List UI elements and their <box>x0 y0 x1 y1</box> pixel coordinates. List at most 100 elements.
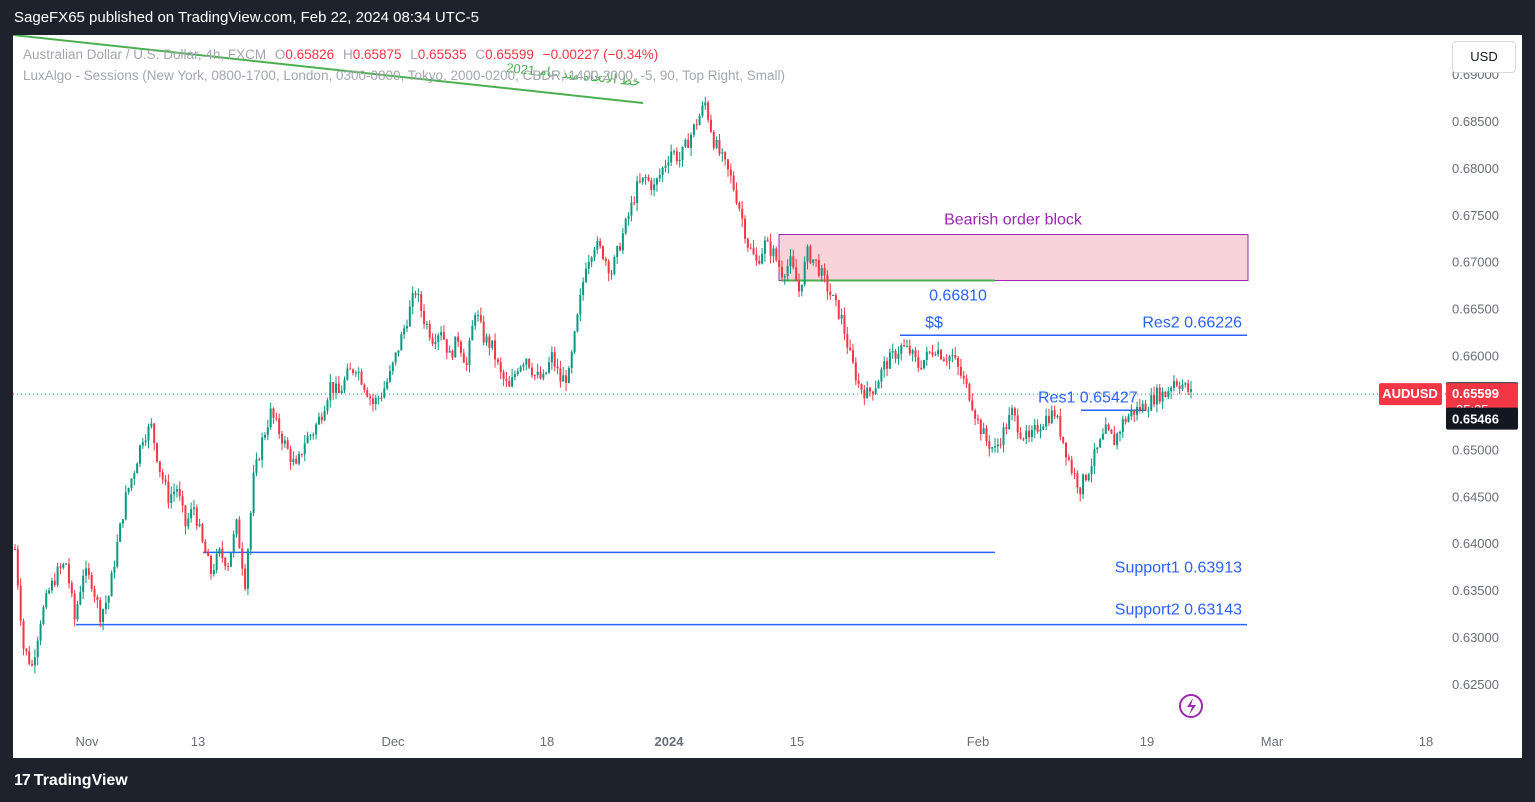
candle-body <box>1079 487 1082 495</box>
candle-body <box>388 371 391 382</box>
res2-label: Res2 0.66226 <box>1142 314 1242 331</box>
candle-body <box>755 254 758 261</box>
candle-body <box>1019 432 1022 439</box>
candle-body <box>905 346 908 348</box>
candle-body <box>536 371 539 376</box>
candle-body <box>201 524 204 542</box>
candle-body <box>16 549 19 586</box>
candle-body <box>1062 436 1065 443</box>
candle-body <box>982 428 985 434</box>
candle-body <box>800 284 803 292</box>
candle-body <box>1167 391 1170 397</box>
candle-body <box>1172 381 1175 389</box>
candle-body <box>718 140 721 154</box>
candle-body <box>886 361 889 369</box>
candle-body <box>300 453 303 455</box>
candle-body <box>1030 429 1033 438</box>
time-axis[interactable] <box>13 730 1522 758</box>
candle-body <box>761 253 764 264</box>
currency-button[interactable]: USD <box>1452 41 1516 73</box>
price-tick-label: 0.63000 <box>1452 630 1499 645</box>
candle-body <box>22 620 25 649</box>
candle-body <box>334 383 337 393</box>
price-tick-label: 0.64500 <box>1452 489 1499 504</box>
candle-body <box>627 215 630 219</box>
candle-body <box>829 291 832 296</box>
trend-line[interactable] <box>13 35 644 104</box>
legend-symbol: Australian Dollar / U.S. Dollar, 4h, FXC… <box>23 47 267 62</box>
candle-body <box>1150 394 1153 411</box>
candle-body <box>488 336 491 348</box>
candle-body <box>562 375 565 382</box>
candle-body <box>798 281 800 292</box>
candle-body <box>1076 473 1079 488</box>
tradingview-logo[interactable]: 17 TradingView <box>14 772 128 790</box>
bearish-order-block[interactable] <box>778 234 1249 282</box>
candle-body <box>59 566 62 568</box>
time-tick-label: Feb <box>967 734 989 749</box>
candle-body <box>974 410 977 419</box>
candle-body <box>309 435 312 437</box>
legend-high-label: H <box>342 47 353 62</box>
candle-body <box>25 648 28 652</box>
candle-body <box>360 371 363 385</box>
candle-body <box>28 651 31 664</box>
candle-body <box>255 459 258 473</box>
candle-body <box>411 293 414 307</box>
lightning-bolt-icon <box>1187 698 1196 715</box>
candle-body <box>647 177 650 181</box>
candle-body <box>306 436 309 444</box>
candle-body <box>494 340 497 360</box>
candle-body <box>337 383 340 394</box>
price-tick-label: 0.64000 <box>1452 536 1499 551</box>
chart-panel[interactable]: Australian Dollar / U.S. Dollar, 4h, FXC… <box>13 35 1522 758</box>
candle-body <box>815 259 818 261</box>
candle-body <box>641 177 644 182</box>
candle-body <box>289 448 292 462</box>
candle-body <box>968 383 971 401</box>
candle-body <box>1124 419 1127 422</box>
candle-body <box>548 362 551 373</box>
candle-body <box>869 387 872 392</box>
candle-body <box>746 238 749 248</box>
candle-body <box>275 417 278 419</box>
candle-body <box>127 487 130 493</box>
candle-body <box>491 340 494 348</box>
candle-body <box>903 345 906 347</box>
candle-body <box>1087 474 1090 481</box>
candle-body <box>87 568 90 575</box>
candle-body <box>119 523 122 542</box>
candle-body <box>210 556 212 575</box>
lightning-icon[interactable] <box>1179 694 1203 718</box>
candle-body <box>431 337 434 344</box>
candle-body <box>832 294 835 296</box>
candle-body <box>50 580 53 591</box>
candle-body <box>812 259 815 263</box>
candle-body <box>238 519 241 549</box>
candle-body <box>556 366 559 369</box>
candle-body <box>599 241 602 247</box>
candle-body <box>283 440 286 444</box>
candle-body <box>1096 447 1099 450</box>
candle-body <box>857 380 860 384</box>
candle-body <box>877 381 880 389</box>
candle-body <box>658 175 661 179</box>
candle-body <box>278 418 281 435</box>
candle-body <box>414 293 417 295</box>
price-tick-label: 0.63500 <box>1452 583 1499 598</box>
publish-bar: SageFX65 published on TradingView.com, F… <box>0 0 1535 35</box>
legend-high-value: 0.65875 <box>352 47 402 62</box>
candle-body <box>1011 408 1014 415</box>
candle-body <box>610 273 613 275</box>
price-chart[interactable]: 0.62500 0.63000 0.63500 0.64000 0.64500 0.650… <box>13 35 1522 758</box>
candle-body <box>258 459 261 461</box>
candle-body <box>1104 424 1107 434</box>
candle-body <box>1059 415 1062 437</box>
legend-low-value: 0.65535 <box>417 47 467 62</box>
candle-body <box>539 371 542 379</box>
candle-body <box>241 548 244 569</box>
price-tick-label: 0.68500 <box>1452 114 1499 129</box>
candle-body <box>386 381 389 389</box>
candle-body <box>999 444 1002 446</box>
legend-close-value: 0.65599 <box>485 47 534 62</box>
